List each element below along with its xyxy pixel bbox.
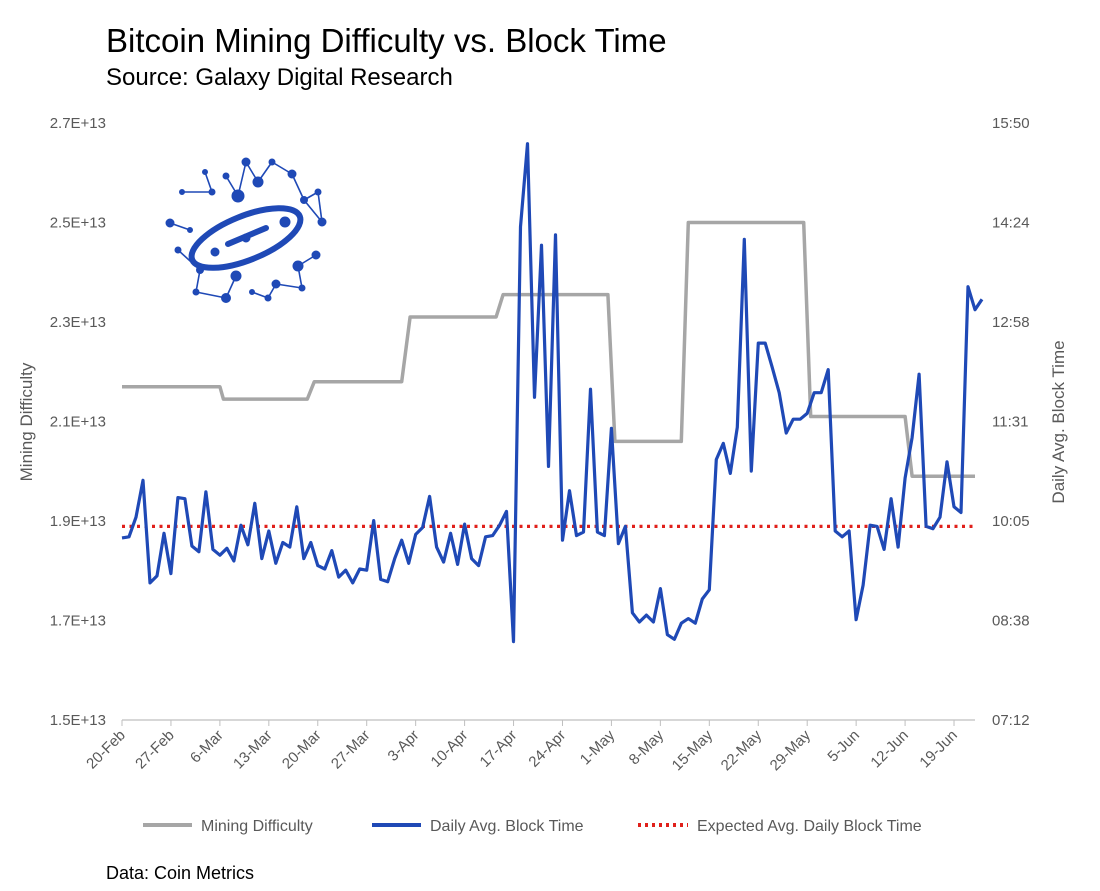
y-tick-label: 2.3E+13 <box>50 314 106 331</box>
y2-tick-label: 11:31 <box>992 414 1028 431</box>
x-tick-label: 15-May <box>669 726 717 774</box>
x-tick-label: 19-Jun <box>916 727 960 771</box>
x-tick-label: 22-May <box>718 726 766 774</box>
x-tick-label: 13-Mar <box>230 727 276 773</box>
galaxy-logo-icon <box>165 157 327 303</box>
x-tick-label: 20-Feb <box>83 727 129 773</box>
x-tick-label: 5-Jun <box>824 727 863 766</box>
x-tick-label: 3-Apr <box>385 727 423 765</box>
y-tick-label: 1.7E+13 <box>50 613 106 630</box>
y2-axis-title: Daily Avg. Block Time <box>1049 340 1068 503</box>
x-tick-label: 29-May <box>767 726 815 774</box>
chart-title: Bitcoin Mining Difficulty vs. Block Time <box>106 22 667 59</box>
legend: Mining Difficulty Daily Avg. Block Time … <box>143 818 922 835</box>
x-tick-label: 27-Mar <box>328 727 374 773</box>
chart-footnote: Data: Coin Metrics <box>106 863 255 883</box>
y2-tick-label: 10:05 <box>992 513 1030 530</box>
y-tick-label: 2.1E+13 <box>50 414 106 431</box>
x-tick-label: 6-Mar <box>187 727 227 767</box>
y-tick-label: 1.5E+13 <box>50 712 106 729</box>
y-axis-title: Mining Difficulty <box>17 362 36 481</box>
x-tick-label: 1-May <box>577 726 619 768</box>
y2-tick-label: 15:50 <box>992 115 1030 132</box>
y2-tick-label: 07:12 <box>992 712 1030 729</box>
x-tick-label: 12-Jun <box>867 727 911 771</box>
x-tick-label: 10-Apr <box>428 727 472 771</box>
y2-tick-label: 08:38 <box>992 613 1030 630</box>
y-tick-label: 1.9E+13 <box>50 513 106 530</box>
legend-label-expected: Expected Avg. Daily Block Time <box>697 818 922 835</box>
x-tick-label: 8-May <box>626 726 668 768</box>
y-tick-label: 2.5E+13 <box>50 215 106 232</box>
y2-tick-label: 14:24 <box>992 215 1030 232</box>
x-tick-label: 27-Feb <box>132 727 178 773</box>
y-tick-label: 2.7E+13 <box>50 115 106 132</box>
chart-canvas: 1.5E+13 1.7E+13 1.9E+13 2.1E+13 2.3E+13 2.5E+… <box>17 115 1068 835</box>
x-tick-label: 24-Apr <box>525 727 569 771</box>
chart-subtitle: Source: Galaxy Digital Research <box>106 64 453 91</box>
legend-label-block-time: Daily Avg. Block Time <box>430 818 584 835</box>
x-tick-label: 17-Apr <box>477 727 521 771</box>
series-daily-block-time <box>121 142 984 644</box>
legend-label-difficulty: Mining Difficulty <box>201 818 313 835</box>
x-tick-label: 20-Mar <box>279 727 325 773</box>
y2-tick-label: 12:58 <box>992 314 1030 331</box>
